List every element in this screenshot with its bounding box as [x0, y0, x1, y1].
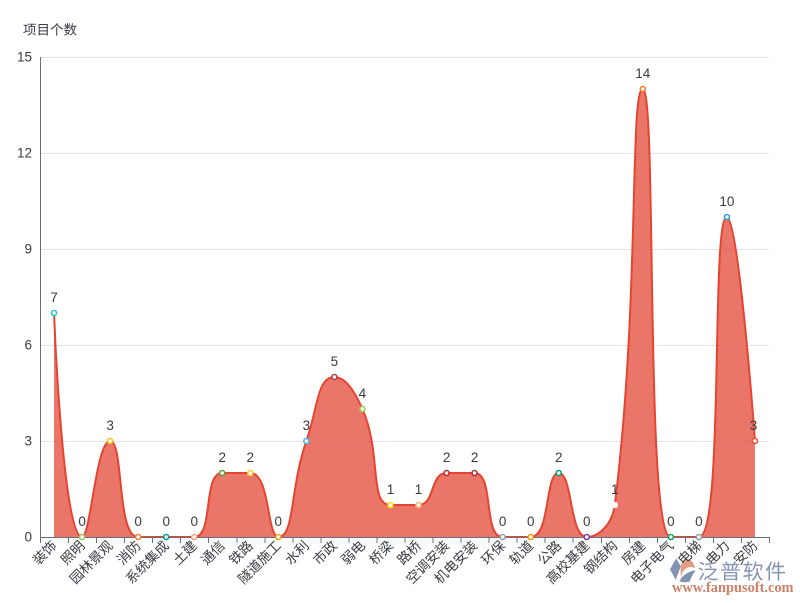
svg-text:6: 6 [24, 338, 32, 353]
svg-text:0: 0 [24, 530, 32, 545]
svg-text:10: 10 [719, 194, 734, 209]
svg-text:0: 0 [583, 514, 591, 529]
svg-text:0: 0 [695, 514, 703, 529]
svg-text:3: 3 [24, 434, 32, 449]
svg-text:1: 1 [415, 482, 423, 497]
svg-text:2: 2 [555, 450, 563, 465]
svg-text:0: 0 [275, 514, 283, 529]
svg-text:3: 3 [106, 418, 114, 433]
svg-text:www.fanpusoft.com: www.fanpusoft.com [672, 580, 794, 596]
svg-text:9: 9 [24, 242, 32, 257]
svg-text:2: 2 [443, 450, 451, 465]
svg-text:5: 5 [331, 354, 339, 369]
svg-text:0: 0 [134, 514, 142, 529]
svg-text:0: 0 [78, 514, 86, 529]
svg-text:7: 7 [50, 290, 58, 305]
svg-text:1: 1 [387, 482, 395, 497]
svg-text:0: 0 [499, 514, 507, 529]
svg-text:3: 3 [303, 418, 311, 433]
svg-text:0: 0 [190, 514, 198, 529]
svg-text:4: 4 [359, 386, 367, 401]
svg-text:0: 0 [162, 514, 170, 529]
svg-text:12: 12 [17, 146, 32, 161]
svg-text:1: 1 [611, 482, 619, 497]
svg-text:2: 2 [218, 450, 226, 465]
svg-text:15: 15 [17, 50, 32, 65]
svg-text:2: 2 [471, 450, 479, 465]
svg-text:0: 0 [527, 514, 535, 529]
svg-text:0: 0 [667, 514, 675, 529]
svg-text:14: 14 [635, 66, 651, 81]
svg-text:2: 2 [247, 450, 255, 465]
svg-text:3: 3 [750, 418, 758, 433]
